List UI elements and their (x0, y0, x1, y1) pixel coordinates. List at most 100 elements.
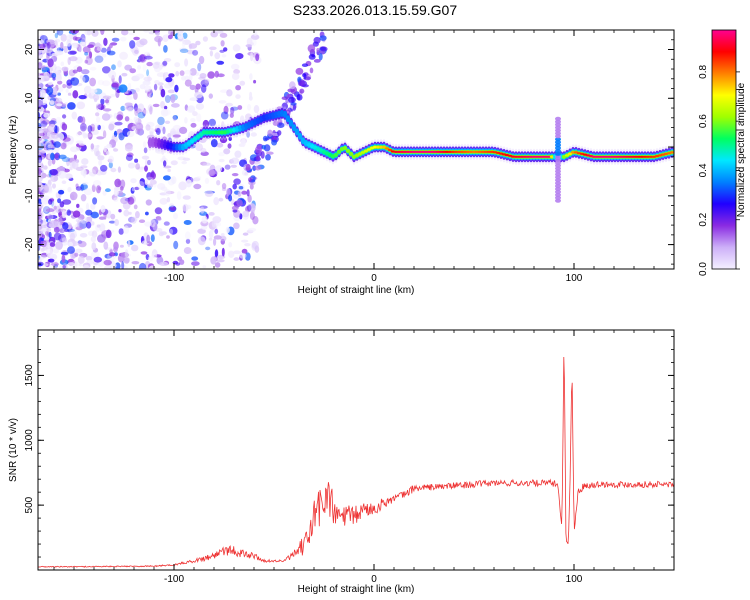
spectrogram-noise-blob (144, 51, 151, 56)
spectrogram-noise-blob (57, 92, 61, 96)
spectrogram-noise-blob (42, 222, 46, 226)
spectrogram-noise-blob (40, 227, 48, 235)
spectrogram-streak-blob (313, 59, 321, 63)
spectrogram-noise-blob (245, 44, 252, 48)
spectrogram-noise-blob (135, 122, 144, 132)
spectrogram-ridge-cell (360, 151, 366, 154)
spectrogram-frame (37, 29, 675, 270)
spectrogram-noise-blob (42, 119, 50, 125)
spectrogram-noise-blob (46, 242, 50, 249)
spectrogram-noise-blob (164, 189, 171, 196)
spectrogram-noise-blob (54, 32, 59, 39)
spectrogram-noise-blob (84, 30, 93, 36)
spectrogram-noise-blob (181, 75, 186, 81)
spectrogram-noise-blob (60, 34, 67, 42)
spectrogram-noise-blob (38, 159, 43, 167)
spectrogram-noise-blob (138, 219, 146, 223)
spectrogram-noise-blob (59, 228, 65, 234)
spectrogram-noise-blob (176, 191, 182, 200)
spectrogram-noise-blob (246, 131, 251, 138)
spectrogram-noise-blob (47, 81, 53, 86)
spectrogram-noise-blob (199, 73, 207, 79)
spectrogram-noise-blob (108, 123, 115, 131)
spectrogram-noise-blob (77, 219, 81, 229)
spectrogram-ridge-cell (243, 125, 249, 128)
spectrogram-noise-blob (185, 179, 192, 188)
spectrogram-noise-blob (145, 211, 149, 216)
spectrogram-noise-blob (141, 240, 150, 245)
spectrogram-noise-blob (166, 197, 171, 203)
spectrogram-noise-blob (42, 224, 47, 228)
spectrogram-ridge-cell (180, 146, 186, 149)
spectrogram-noise-blob (209, 46, 217, 51)
spectrogram-noise-blob (102, 53, 107, 58)
spectrogram-noise-blob (91, 242, 97, 251)
spectrogram-noise-blob (68, 229, 77, 239)
spectrogram-noise-blob (38, 99, 44, 109)
spectrogram-spike-cell (555, 140, 561, 145)
spectrogram-noise-blob (224, 164, 231, 170)
spectrogram-noise-blob (208, 93, 213, 99)
spectrogram-noise-blob (119, 244, 124, 248)
spectrogram-noise-blob (195, 143, 204, 152)
spectrogram-noise-blob (61, 123, 68, 131)
snr-x-tick-label: 0 (371, 574, 377, 585)
spectrogram-noise-blob (46, 208, 55, 213)
spectrogram-noise-blob (137, 166, 146, 170)
spectrogram-noise-blob (155, 149, 164, 154)
spectrogram-noise-blob (208, 212, 215, 216)
spectrogram-ridge-cell (324, 152, 330, 155)
spectrogram-noise-blob (129, 40, 136, 49)
spectrogram-streak-blob (238, 186, 244, 190)
spectrogram-noise-blob (142, 64, 147, 72)
spectrogram-noise-blob (241, 138, 246, 148)
spectrogram-noise-blob (38, 255, 41, 261)
spectrogram-noise-blob (79, 233, 88, 238)
spectrogram-ridge-cell (246, 124, 252, 127)
spectrogram-noise-blob (61, 180, 67, 184)
spectrogram-noise-blob (62, 114, 67, 119)
spectrogram-y-tick-label: -20 (24, 237, 35, 252)
spectrogram-spike-cell (555, 157, 561, 162)
spectrogram-noise-blob (247, 194, 252, 203)
spectrogram-noise-blob (69, 33, 73, 40)
spectrogram-noise-blob (120, 105, 126, 112)
spectrogram-noise-blob (80, 116, 86, 125)
spectrogram-noise-blob (230, 107, 235, 115)
spectrogram-noise-blob (220, 40, 225, 47)
spectrogram-noise-blob (184, 75, 190, 82)
spectrogram-noise-blob (148, 93, 152, 99)
spectrogram-noise-blob (98, 92, 107, 100)
spectrogram-spike-cell (555, 169, 561, 174)
spectrogram-noise-blob (59, 201, 65, 208)
spectrogram-noise-blob (242, 232, 249, 236)
spectrogram-noise-blob (116, 114, 124, 121)
spectrogram-noise-blob (67, 102, 76, 110)
spectrogram-noise-blob (124, 102, 133, 107)
colorbar-tick-label: 0.8 (698, 64, 709, 78)
spectrogram-noise-blob (234, 150, 242, 158)
spectrogram-noise-blob (213, 197, 220, 206)
spectrogram-noise-blob (150, 179, 157, 185)
spectrogram-noise-blob (134, 158, 139, 163)
spectrogram-streak-blob (271, 139, 278, 146)
spectrogram-noise-blob (96, 185, 101, 194)
spectrogram-ridge-cell (300, 139, 306, 142)
spectrogram-noise-blob (230, 164, 237, 168)
spectrogram-noise-blob (41, 136, 50, 140)
spectrogram-noise-blob (131, 187, 136, 192)
spectrogram-noise-blob (219, 32, 228, 38)
spectrogram-noise-blob (45, 248, 53, 257)
spectrogram-noise-blob (181, 161, 187, 165)
spectrogram-noise-blob (152, 103, 160, 108)
spectrogram-noise-blob (146, 176, 154, 181)
spectrogram-x-axis-label: Height of straight line (km) (298, 285, 415, 296)
spectrogram-noise-blob (71, 160, 79, 170)
spectrogram-noise-blob (87, 131, 93, 140)
spectrogram-noise-blob (184, 58, 189, 67)
spectrogram-noise-blob (181, 41, 186, 48)
spectrogram-noise-blob (103, 145, 107, 153)
spectrogram-noise-blob (103, 259, 112, 266)
spectrogram-noise-blob (90, 122, 100, 128)
spectrogram-noise-blob (225, 226, 230, 234)
